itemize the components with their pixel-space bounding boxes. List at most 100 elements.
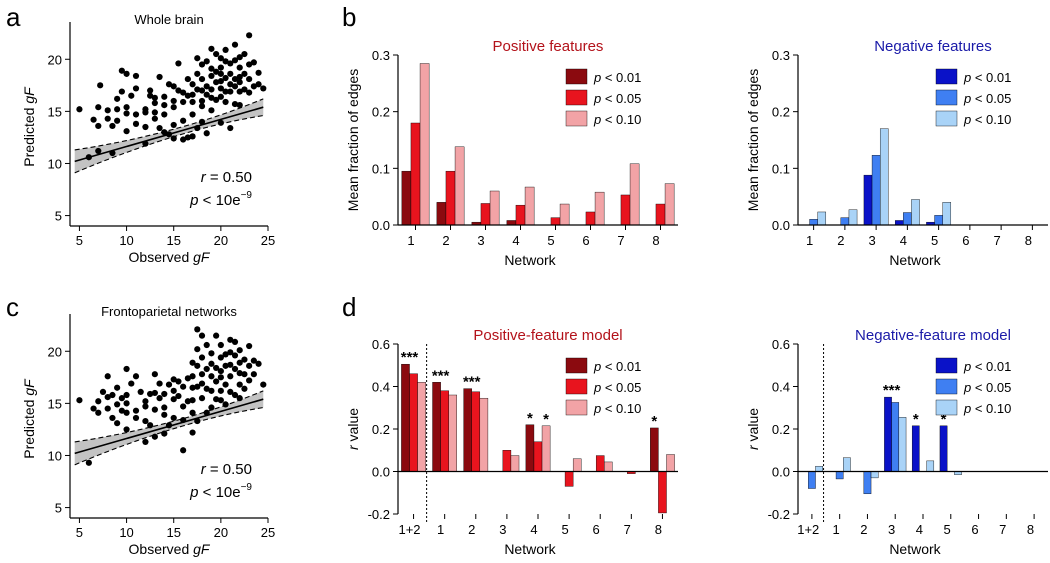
bar [463,388,472,472]
data-point [147,390,154,398]
data-point [161,93,168,100]
y-tick-label: 0.6 [772,337,790,352]
data-point [241,70,248,77]
bar [926,460,935,472]
significance-marker: *** [432,367,450,384]
data-point [118,88,125,95]
y-tick-label: 0.0 [372,465,390,480]
bar [432,382,441,472]
data-point [170,387,177,394]
bar [629,163,640,226]
data-point [137,388,144,396]
bar [525,424,535,472]
data-point [151,94,158,101]
legend-label: p < 0.10 [963,401,1011,416]
bar [808,471,816,489]
data-point [217,354,224,361]
stat-p-exponent: −9 [241,482,253,493]
data-point [170,414,177,422]
bar [898,417,907,472]
data-point [180,98,187,106]
y-tick-label: 0.1 [372,161,390,176]
x-tick-label: 5 [561,522,568,537]
data-point [184,92,191,99]
x-tick-label: 7 [617,233,624,248]
data-point [99,388,107,396]
data-point [180,136,187,143]
bar [445,170,456,226]
chart-title: Whole brain [134,12,203,27]
y-axis-label: Mean fraction of edges [345,69,361,211]
data-point [260,381,267,388]
data-point [217,70,224,77]
data-point [250,59,257,66]
data-point [142,417,149,425]
data-point [189,409,196,416]
bar [533,441,543,472]
legend-label: p < 0.10 [593,401,641,416]
bar [666,454,675,472]
data-point [104,405,111,412]
data-point [175,87,182,94]
x-axis-label-text: Observed [129,541,194,557]
data-point [189,373,196,380]
data-point [194,70,201,77]
x-axis-label: Network [889,541,941,557]
data-point [123,400,130,407]
data-point [198,380,206,387]
y-tick-label: -0.2 [368,507,390,522]
data-point [132,85,140,92]
data-point [114,401,121,408]
y-tick-label: 0.1 [772,161,790,176]
significance-marker: * [651,413,657,430]
data-point [203,365,210,373]
data-point [90,116,97,123]
y-axis-label-text: Mean fraction of edges [745,69,761,211]
data-point [175,378,182,385]
data-point [208,404,215,411]
bar [870,471,879,479]
y-tick-label: 0.4 [772,380,790,395]
data-point [194,55,201,62]
data-point [208,86,215,93]
bar-negative-feature-model: Negative-feature model -0.2 0.0 0.2 0.4 0.6 r … [745,327,1048,557]
data-point [180,447,187,454]
data-point [109,391,116,399]
data-point [198,103,206,110]
data-point [156,380,163,387]
x-tick-label: 3 [499,522,506,537]
data-point [217,387,224,394]
x-tick-label: 4 [900,233,907,248]
y-tick-label: 0.0 [772,465,790,480]
bar [863,471,872,495]
x-tick-label: 15 [166,525,180,540]
legend-label-p: p [593,359,601,374]
legend-swatch [565,110,588,127]
data-point [90,405,97,412]
legend-label: p < 0.10 [963,112,1011,127]
data-point [109,414,116,422]
data-point [208,373,215,380]
x-tick-label: 20 [214,525,228,540]
x-axis-label: Observed gF [129,541,211,557]
data-point [184,75,191,83]
data-point [213,50,220,58]
chart-title: Positive-feature model [473,327,622,344]
x-axis-label: Network [504,541,556,557]
data-point [170,104,177,111]
data-point [203,341,210,349]
data-point [246,75,253,83]
data-point [118,407,125,414]
panel-labels: a b c d [6,2,356,322]
bar [502,450,512,472]
legend-label: p < 0.05 [963,380,1011,395]
data-point [123,104,130,111]
ci-upper-line [74,390,264,443]
x-axis-label-italic: gF [193,249,211,265]
legend-label-p: p [963,70,971,85]
bar [440,390,449,472]
bar [835,471,844,480]
data-point [194,417,201,425]
data-point [189,133,196,140]
bar [401,170,412,226]
